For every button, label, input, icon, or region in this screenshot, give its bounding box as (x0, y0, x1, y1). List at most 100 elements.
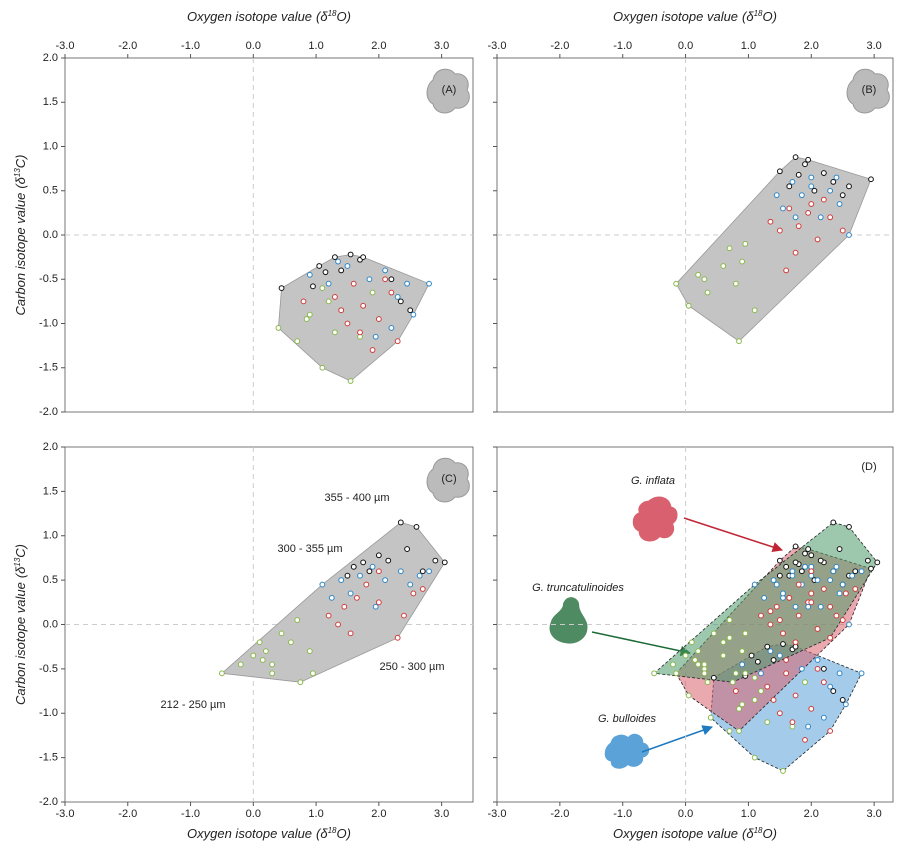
data-point (817, 214, 824, 221)
data-point (789, 179, 796, 185)
data-point (764, 719, 771, 726)
data-point (357, 572, 363, 579)
data-point (795, 581, 802, 588)
x-tick-label: 3.0 (866, 40, 881, 52)
panel-label: (A) (442, 84, 457, 96)
data-point (805, 603, 812, 610)
data-point (836, 670, 843, 677)
axis-title: Oxygen isotope value (δ18O) (187, 826, 351, 842)
y-tick-label: 1.0 (43, 530, 58, 542)
axis-title: Oxygen isotope value (δ18O) (613, 9, 777, 25)
y-tick-label: 1.0 (43, 140, 58, 152)
data-point (651, 670, 658, 677)
axis-title-part: 13 (13, 168, 22, 177)
data-point (792, 692, 799, 699)
species-icon (631, 495, 679, 543)
data-point (792, 639, 799, 646)
data-point (767, 621, 774, 628)
data-point (732, 280, 739, 287)
data-point (795, 612, 802, 619)
data-point (827, 603, 834, 610)
data-point (397, 568, 404, 575)
data-point (739, 258, 746, 265)
y-tick-label: -2.0 (39, 406, 58, 418)
x-tick-label: -1.0 (181, 808, 200, 820)
x-tick-label: 0.0 (246, 40, 261, 52)
data-point (846, 183, 852, 190)
data-point (726, 634, 733, 641)
data-point (397, 298, 404, 305)
data-point (347, 378, 354, 384)
axis-title-part: (δ (742, 826, 754, 841)
x-tick-label: 1.0 (308, 40, 323, 52)
panel: -3.0 -2.0 -1.0 0.0 1.0 2.0 3.0-2.0-1.5-1.0-0.5… (13, 441, 474, 842)
data-point (780, 590, 786, 597)
data-point (820, 665, 827, 672)
data-point (695, 271, 702, 278)
data-point (426, 568, 432, 575)
axis-title-part: 13 (13, 557, 22, 566)
data-point (814, 626, 821, 632)
x-tick-label: -1.0 (613, 808, 632, 820)
data-point (325, 280, 332, 287)
data-point (344, 263, 351, 269)
data-point (695, 661, 702, 668)
data-point (811, 187, 818, 194)
data-point (808, 552, 815, 559)
axis-title-part: Oxygen isotope value (613, 826, 738, 841)
data-point (388, 325, 395, 331)
data-point (732, 670, 739, 677)
data-point (751, 754, 758, 761)
data-point (820, 714, 827, 721)
data-point (688, 639, 695, 646)
data-point (344, 320, 351, 327)
data-point (710, 674, 717, 681)
data-point (817, 557, 824, 564)
data-point (830, 568, 837, 575)
data-point (695, 648, 702, 655)
x-tick-label: -3.0 (56, 40, 75, 52)
data-point (375, 316, 382, 322)
data-point (770, 697, 777, 703)
x-tick-label: 2.0 (804, 808, 819, 820)
data-point (776, 617, 783, 623)
data-point (852, 586, 859, 592)
data-point (808, 590, 815, 597)
y-tick-label: 2.0 (43, 52, 58, 64)
data-point (783, 657, 790, 663)
data-point (306, 648, 313, 655)
data-point (751, 697, 758, 703)
data-point (820, 586, 827, 592)
data-point (780, 630, 786, 637)
data-point (773, 581, 780, 588)
axis-title-part: C) (13, 544, 28, 558)
data-point (407, 307, 414, 314)
data-point (773, 603, 780, 610)
data-point (783, 563, 790, 570)
data-point (776, 168, 783, 175)
data-point (764, 643, 771, 650)
data-point (767, 648, 774, 655)
data-point (836, 201, 843, 207)
legend-label: 250 - 300 µm (379, 661, 444, 673)
x-tick-label: 3.0 (434, 40, 449, 52)
data-point (332, 329, 338, 336)
data-point (366, 276, 373, 283)
axis-title: Oxygen isotope value (δ18O) (187, 9, 351, 25)
data-point (833, 563, 840, 570)
species-icon (603, 732, 651, 771)
data-point (692, 657, 698, 663)
x-tick-label: 0.0 (678, 808, 693, 820)
data-point (742, 630, 749, 637)
data-point (259, 657, 266, 663)
data-point (306, 311, 313, 318)
data-point (726, 617, 733, 623)
data-point (375, 599, 382, 606)
x-tick-label: 1.0 (308, 808, 323, 820)
data-point (347, 630, 354, 637)
data-point (864, 557, 871, 564)
data-point (332, 254, 338, 261)
data-point (432, 557, 439, 564)
data-point (335, 258, 341, 265)
data-point (836, 546, 843, 552)
